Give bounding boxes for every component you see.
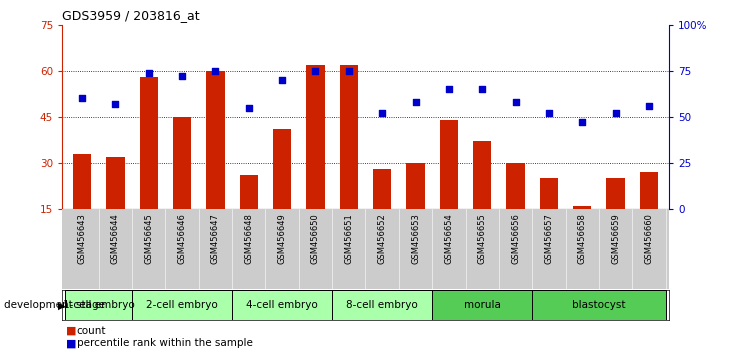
Point: [176, 74, 188, 79]
Point: [110, 101, 121, 107]
Bar: [439, 120, 458, 209]
Text: 1-cell embryo: 1-cell embryo: [63, 300, 135, 310]
Point: [310, 68, 322, 74]
Text: development stage: development stage: [4, 300, 105, 310]
Bar: [173, 117, 192, 209]
Point: [210, 68, 221, 74]
Bar: [573, 206, 591, 209]
Text: GDS3959 / 203816_at: GDS3959 / 203816_at: [62, 9, 200, 22]
Text: percentile rank within the sample: percentile rank within the sample: [77, 338, 253, 348]
Text: GSM456654: GSM456654: [444, 213, 453, 264]
Text: GSM456659: GSM456659: [611, 213, 620, 264]
Point: [576, 120, 588, 125]
Text: GSM456646: GSM456646: [178, 213, 186, 264]
Point: [243, 105, 254, 110]
Text: ■: ■: [66, 338, 76, 348]
Text: GSM456657: GSM456657: [545, 213, 553, 264]
Bar: [406, 163, 425, 209]
Point: [543, 110, 555, 116]
Text: 8-cell embryo: 8-cell embryo: [346, 300, 418, 310]
Bar: [106, 157, 125, 209]
Text: ■: ■: [66, 326, 76, 336]
Bar: [206, 71, 224, 209]
Text: GSM456647: GSM456647: [211, 213, 220, 264]
Bar: [432, 290, 532, 320]
Bar: [332, 290, 432, 320]
Bar: [273, 129, 292, 209]
Bar: [606, 178, 625, 209]
Text: GSM456648: GSM456648: [244, 213, 254, 264]
Text: GSM456652: GSM456652: [378, 213, 387, 264]
Point: [276, 77, 288, 83]
Text: GSM456644: GSM456644: [111, 213, 120, 264]
Point: [143, 70, 155, 75]
Point: [643, 103, 655, 109]
Text: GSM456658: GSM456658: [577, 213, 587, 264]
Text: GSM456656: GSM456656: [511, 213, 520, 264]
Text: count: count: [77, 326, 106, 336]
Text: GSM456651: GSM456651: [344, 213, 353, 264]
Bar: [73, 154, 91, 209]
Bar: [507, 163, 525, 209]
Text: morula: morula: [463, 300, 501, 310]
Bar: [66, 290, 132, 320]
Text: blastocyst: blastocyst: [572, 300, 626, 310]
Bar: [140, 77, 158, 209]
Point: [343, 68, 355, 74]
Bar: [240, 175, 258, 209]
Bar: [132, 290, 232, 320]
Point: [376, 110, 388, 116]
Text: GSM456653: GSM456653: [411, 213, 420, 264]
Bar: [473, 141, 491, 209]
Bar: [340, 65, 358, 209]
Bar: [306, 65, 325, 209]
Text: GSM456655: GSM456655: [477, 213, 487, 264]
Text: GSM456660: GSM456660: [644, 213, 654, 264]
Text: 2-cell embryo: 2-cell embryo: [146, 300, 218, 310]
Point: [610, 110, 621, 116]
Text: GSM456643: GSM456643: [77, 213, 87, 264]
Text: GSM456650: GSM456650: [311, 213, 320, 264]
Text: ▶: ▶: [58, 300, 65, 310]
Text: 4-cell embryo: 4-cell embryo: [246, 300, 318, 310]
Bar: [539, 178, 558, 209]
Bar: [232, 290, 332, 320]
Point: [76, 96, 88, 101]
Point: [443, 86, 455, 92]
Bar: [532, 290, 665, 320]
Bar: [373, 169, 391, 209]
Bar: [640, 172, 658, 209]
Point: [510, 99, 521, 105]
Text: GSM456645: GSM456645: [144, 213, 154, 264]
Point: [477, 86, 488, 92]
Point: [409, 99, 421, 105]
Text: GSM456649: GSM456649: [278, 213, 287, 264]
